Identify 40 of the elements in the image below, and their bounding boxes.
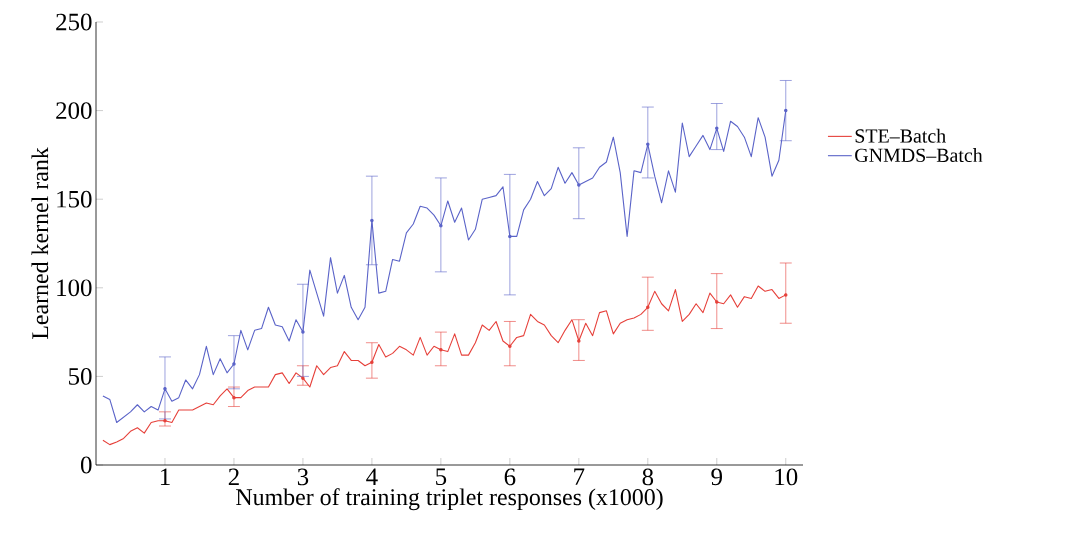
point xyxy=(646,305,650,310)
point xyxy=(577,183,581,187)
y-tick-label: 150 xyxy=(57,190,92,208)
point xyxy=(508,234,512,239)
x-tick-label: 9 xyxy=(711,468,722,486)
y-tick-label: 250 xyxy=(56,13,92,31)
point xyxy=(784,108,788,113)
point xyxy=(301,376,305,380)
x-tick-label: 5 xyxy=(436,468,447,486)
legend-label: STE–Batch xyxy=(855,128,946,143)
x-tick-label: 2 xyxy=(228,468,239,486)
x-tick-label: 6 xyxy=(504,468,516,486)
x-axis-title: Number of training triplet responses (x1000) xyxy=(236,488,663,511)
point xyxy=(163,387,167,391)
point xyxy=(232,362,236,366)
y-tick-label: 0 xyxy=(80,456,92,474)
point xyxy=(784,293,788,297)
x-tick-label: 3 xyxy=(297,468,309,486)
point xyxy=(370,360,374,364)
y-tick-label: 50 xyxy=(69,368,92,385)
point xyxy=(439,224,443,228)
point xyxy=(646,142,650,147)
point xyxy=(163,418,167,423)
x-tick-label: 4 xyxy=(366,468,378,485)
y-tick-label: 200 xyxy=(56,102,92,120)
point xyxy=(508,344,512,349)
y-tick-label: 100 xyxy=(57,279,92,297)
x-tick-label: 7 xyxy=(574,468,585,485)
legend-label: GNMDS–Batch xyxy=(855,148,983,163)
x-tick-label: 10 xyxy=(775,468,798,486)
x-tick-label: 8 xyxy=(642,468,654,486)
point xyxy=(715,300,719,304)
point xyxy=(232,395,236,400)
x-tick-label: 1 xyxy=(160,468,170,485)
point xyxy=(301,330,305,334)
y-axis-title: Learned kernel rank xyxy=(31,147,49,340)
point xyxy=(439,348,443,352)
point xyxy=(370,218,374,223)
point xyxy=(715,126,719,131)
point xyxy=(577,339,581,343)
